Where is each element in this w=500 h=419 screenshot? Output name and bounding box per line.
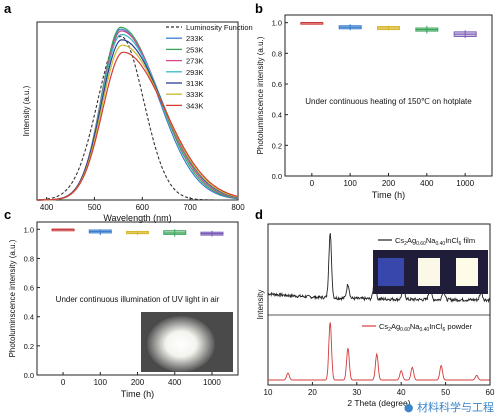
y-axis-title: Intensity (a.u.) [22,85,31,136]
y-tick-label: 0.8 [24,254,34,263]
x-tick-label: 800 [231,203,245,212]
x-axis-title: Time (h) [121,389,154,399]
plot-frame [284,14,493,177]
x-tick-label: 600 [136,203,150,212]
photo-glow [147,316,215,372]
legend-label: 343K [186,101,204,110]
x-tick-label: 60 [486,388,495,397]
xrd-pattern [268,322,490,381]
x-tick-label: 0 [61,378,66,387]
y-tick-label: 0.4 [272,111,282,120]
panel-a: 400 500 600 700 800 Wavelength (nm) Intensity … [22,21,253,223]
legend-label: 273K [186,57,204,66]
photo-film-glow [456,258,478,286]
panel-c: 0.0 0.2 0.4 0.6 0.8 1.0 0 100 200 400 1000 Time (h)… [8,221,239,399]
y-tick-label: 0.0 [24,371,34,380]
panel-label-d: d [255,207,263,222]
x-tick-label: 30 [352,388,361,397]
legend-label: 333K [186,90,204,99]
x-tick-label: 100 [94,378,108,387]
panel-label-c: c [4,207,11,222]
plot-frame [36,21,239,201]
xrd-pattern [267,233,491,304]
panel-label-a: a [4,1,12,16]
y-tick-label: 0.8 [272,49,282,58]
legend-label: Cs2Ag0.60Na0.40InCl6 powder [379,322,473,333]
x-tick-label: 1000 [203,378,221,387]
x-axis-title: Time (h) [372,190,405,200]
y-axis-title: Photoluminscence intensity (a.u.) [8,239,17,357]
x-tick-label: 200 [382,179,396,188]
y-tick-label: 0.2 [24,342,34,351]
photo-film-glow [418,258,440,286]
x-tick-label: 1000 [456,179,474,188]
annotation: Under continuous heating of 150℃ on hotp… [305,97,472,106]
y-tick-label: 0.4 [24,313,34,322]
x-tick-label: 700 [183,203,197,212]
y-tick-label: 0.6 [24,284,34,293]
x-tick-label: 500 [88,203,102,212]
legend-label: 253K [186,45,204,54]
plot-frame [267,223,491,386]
x-tick-label: 50 [441,388,450,397]
series-line [37,33,239,201]
y-axis-title: Photoluminscence intensity (a.u.) [256,36,265,154]
series-line [36,35,238,201]
y-tick-label: 1.0 [272,19,282,28]
x-tick-label: 40 [397,388,406,397]
y-tick-label: 1.0 [24,225,34,234]
series-line [37,39,239,201]
x-axis-title: 2 Theta (degree) [347,398,410,408]
x-tick-label: 400 [40,203,54,212]
legend-label: Cs2Ag0.60Na0.40InCl6 film [395,236,475,247]
x-tick-label: 400 [168,378,182,387]
annotation: Under continuous illumination of UV ligh… [56,295,220,304]
panel-b: 0.0 0.2 0.4 0.6 0.8 1.0 0 100 200 400 1000 Time (h)… [256,14,493,200]
y-axis-title: Intensity [256,290,265,320]
x-axis-title: Wavelength (nm) [103,213,171,223]
x-tick-label: 0 [310,179,315,188]
watermark: ● 材料科学与工程 [403,401,494,414]
y-tick-label: 0.2 [272,141,282,150]
series-line [37,26,239,201]
legend-label: 313K [186,79,204,88]
x-tick-label: 200 [131,378,145,387]
x-tick-label: 400 [420,179,434,188]
legend-label: Luminosity Function [186,23,253,32]
panel-d: 10 20 30 40 50 60 2 Theta (degree) Intensity Cs2… [256,223,495,408]
legend-label: 293K [186,68,204,77]
x-tick-label: 100 [343,179,357,188]
y-tick-label: 0.6 [272,80,282,89]
series-line [37,51,239,201]
legend-label: 233K [186,34,204,43]
series-line [37,44,239,201]
photo-film-dark [378,258,404,286]
x-tick-label: 10 [264,388,273,397]
x-tick-label: 20 [308,388,317,397]
panel-label-b: b [255,1,263,16]
y-tick-label: 0.0 [272,172,282,181]
